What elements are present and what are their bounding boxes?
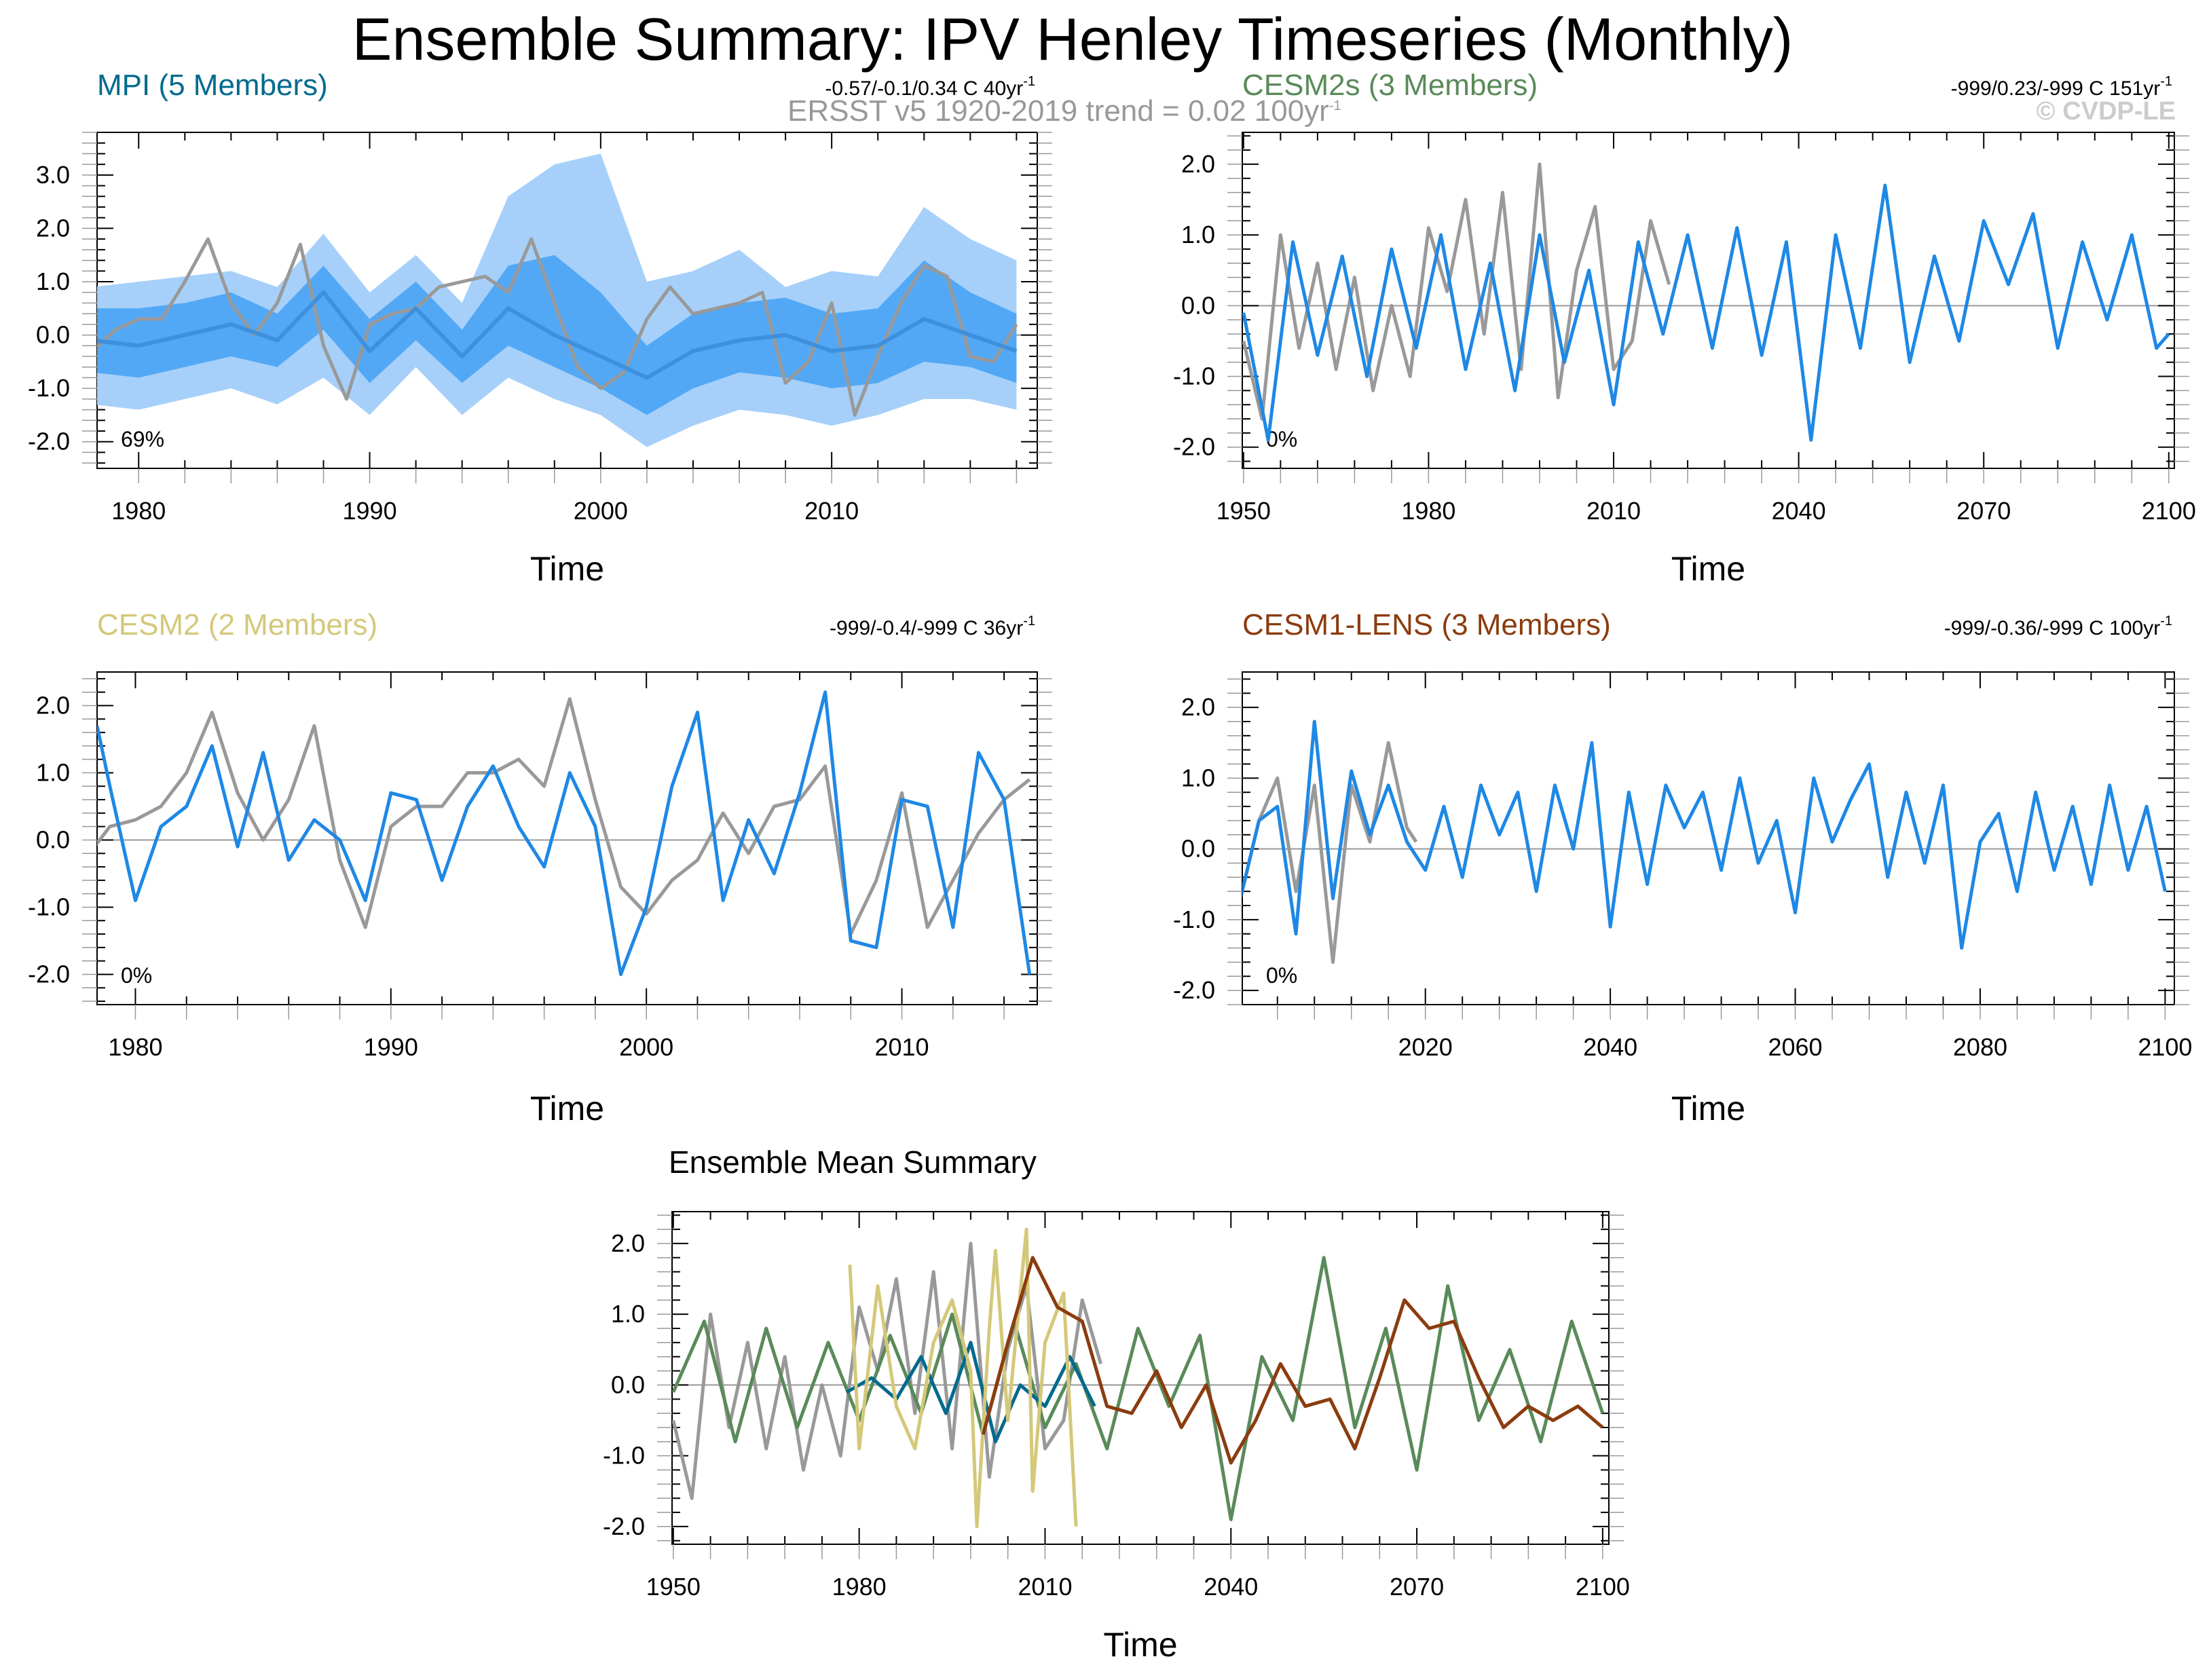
mpi-panel-title: MPI (5 Members) (97, 69, 328, 102)
cesm2-xtick-label: 1980 (108, 1033, 162, 1061)
cesm2s-plot-frame (1242, 132, 2175, 469)
panel-ensemble-mean: -2.0 -1.0 0.0 1.0 2.0 1950 1980 2010 2040 2070 210… (603, 1144, 1630, 1664)
cesm1-xtick-label: 2020 (1398, 1033, 1453, 1061)
cesm2s-percent-label: 0% (1266, 427, 1297, 451)
panel-cesm2: -2.0 -1.0 0.0 1.0 2.0 1980 1990 2000 2010 Time CES… (28, 608, 1052, 1127)
ensmean-series-mpi (846, 1341, 1096, 1444)
mpi-xtick-label: 2010 (804, 497, 859, 525)
panel-cesm1-lens: -2.0 -1.0 0.0 1.0 2.0 2020 2040 2060 2080 2100 Tim… (1173, 608, 2192, 1127)
cesm2s-xtick-label: 2040 (1772, 497, 1826, 525)
cesm2-trend-stats: -999/-0.4/-999 C 36yr-1 (830, 614, 1035, 639)
cesm1-trend-stats: -999/-0.36/-999 C 100yr-1 (1944, 614, 2172, 639)
cesm2s-ytick-label: -2.0 (1173, 433, 1215, 461)
mpi-percent-label: 69% (121, 427, 164, 451)
cesm2s-xtick-label: 1950 (1216, 497, 1271, 525)
cesm2s-xtick-label: 2100 (2142, 497, 2196, 525)
cesm2-ytick-label: 0.0 (36, 825, 70, 853)
mpi-xtick-label: 1990 (343, 497, 397, 525)
cesm2-plot-frame (96, 671, 1038, 1005)
ensmean-xaxis-label: Time (1103, 1626, 1177, 1664)
cesm2-ytick-label: -2.0 (28, 960, 70, 988)
ensmean-ytick-label: -2.0 (603, 1512, 645, 1540)
ensmean-xtick-label: 2070 (1390, 1573, 1444, 1601)
ensmean-plot-frame (671, 1211, 1610, 1545)
cesm1-ytick-label: 1.0 (1181, 764, 1215, 791)
ensmean-series-cesm1 (981, 1256, 1604, 1465)
cesm2s-panel-title: CESM2s (3 Members) (1242, 69, 1538, 102)
ensmean-panel-title: Ensemble Mean Summary (669, 1144, 1037, 1180)
mpi-xaxis-label: Time (530, 550, 604, 588)
obs-trend-text: ERSST v5 1920-2019 trend = 0.02 100yr-1 (787, 94, 1341, 128)
cesm2s-trend-stats: -999/0.23/-999 C 151yr-1 (1951, 74, 2172, 100)
ensmean-xtick-label: 2010 (1018, 1573, 1072, 1601)
ensmean-xtick-label: 2100 (1576, 1573, 1630, 1601)
cesm1-xtick-label: 2100 (2138, 1033, 2192, 1061)
ensmean-xtick-label: 1950 (646, 1573, 701, 1601)
watermark: © CVDP-LE (2037, 97, 2176, 126)
cesm2s-ytick-label: -1.0 (1173, 362, 1215, 390)
cesm2s-ytick-label: 1.0 (1181, 221, 1215, 248)
cesm2-obs-line (97, 697, 1031, 936)
mpi-xtick-label: 1980 (111, 497, 166, 525)
mpi-ytick-label: -2.0 (28, 428, 70, 455)
mpi-ytick-label: 0.0 (36, 321, 70, 349)
ensmean-ytick-label: -1.0 (603, 1442, 645, 1470)
ensmean-xtick-label: 1980 (832, 1573, 887, 1601)
cesm1-xtick-label: 2080 (1953, 1033, 2007, 1061)
mpi-xtick-label: 2000 (574, 497, 628, 525)
mpi-ytick-label: -1.0 (28, 374, 70, 402)
figure-title: Ensemble Summary: IPV Henley Timeseries … (352, 5, 1793, 73)
cesm1-member-line (1242, 720, 2167, 950)
cesm1-panel-title: CESM1-LENS (3 Members) (1242, 608, 1611, 641)
cesm2-ytick-label: -1.0 (28, 893, 70, 920)
cesm1-obs-line (1242, 741, 1418, 964)
cesm1-ytick-label: -1.0 (1173, 906, 1215, 933)
cesm2s-xtick-label: 2070 (1956, 497, 2011, 525)
ensmean-series-cesm2 (848, 1227, 1078, 1529)
cesm2-panel-title: CESM2 (2 Members) (97, 608, 377, 641)
cesm1-xaxis-label: Time (1671, 1089, 1745, 1127)
mpi-ytick-label: 3.0 (36, 161, 70, 189)
panel-cesm2s: -2.0 -1.0 0.0 1.0 2.0 1950 1980 2010 2040 2070 210… (1173, 69, 2196, 588)
cesm2s-ytick-label: 2.0 (1181, 150, 1215, 178)
cesm2-percent-label: 0% (121, 963, 152, 988)
cesm2-ytick-label: 2.0 (36, 691, 70, 719)
mpi-ytick-label: 2.0 (36, 214, 70, 242)
cesm2s-obs-line (1242, 162, 1671, 421)
cesm2-xtick-label: 2010 (874, 1033, 929, 1061)
cesm1-plot-frame (1242, 671, 2175, 1005)
cesm2s-ytick-label: 0.0 (1181, 291, 1215, 319)
mpi-trend-stats: -0.57/-0.1/0.34 C 40yr-1 (825, 74, 1035, 100)
cesm2s-xtick-label: 1980 (1401, 497, 1455, 525)
mpi-obs-line (97, 237, 1018, 417)
cesm2-member-line (97, 690, 1032, 976)
cesm2-xtick-label: 1990 (364, 1033, 418, 1061)
cesm1-xtick-label: 2060 (1768, 1033, 1822, 1061)
cesm2-ytick-label: 1.0 (36, 758, 70, 786)
ensmean-series-cesm2s (672, 1256, 1605, 1522)
cesm2s-xaxis-label: Time (1671, 550, 1745, 588)
cesm2-xaxis-label: Time (530, 1089, 604, 1127)
ensmean-xtick-label: 2040 (1204, 1573, 1258, 1601)
ensmean-ytick-label: 2.0 (611, 1229, 645, 1257)
cesm1-ytick-label: 2.0 (1181, 693, 1215, 721)
cesm1-xtick-label: 2040 (1583, 1033, 1637, 1061)
ensmean-ytick-label: 0.0 (611, 1370, 645, 1398)
mpi-ensemble-mean-line (97, 290, 1018, 380)
cesm1-percent-label: 0% (1266, 963, 1297, 988)
cesm1-ytick-label: -2.0 (1173, 976, 1215, 1004)
cesm1-ytick-label: 0.0 (1181, 835, 1215, 863)
ensmean-ytick-label: 1.0 (611, 1300, 645, 1328)
cesm2-xtick-label: 2000 (619, 1033, 673, 1061)
panel-mpi: -2.0 -1.0 0.0 1.0 2.0 3.0 1980 1990 2000 2010 Time… (28, 69, 1052, 588)
mpi-ytick-label: 1.0 (36, 267, 70, 295)
cesm2s-member-line (1242, 183, 2170, 442)
cesm2s-xtick-label: 2010 (1586, 497, 1641, 525)
